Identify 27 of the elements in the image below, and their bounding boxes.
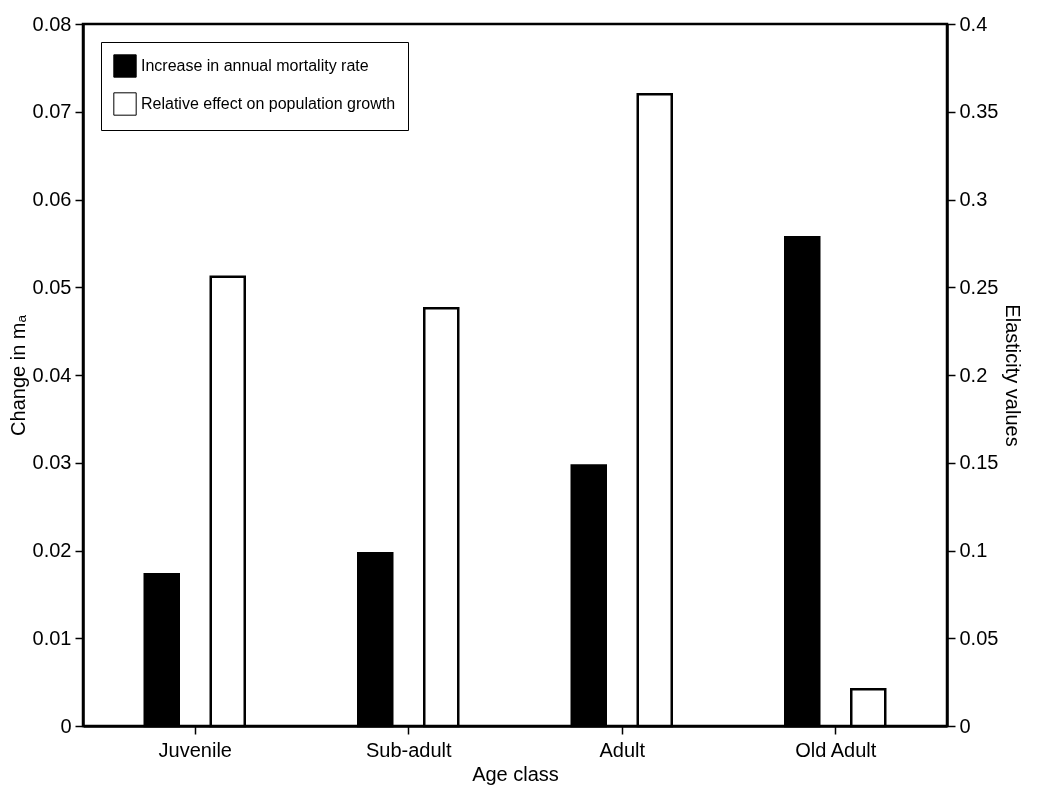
y-tick-label: 0.08 [32, 12, 72, 35]
legend-label: Increase in annual mortality rate [141, 57, 369, 74]
y2-tick-label: 0.15 [959, 451, 999, 474]
y2-tick-label: 0.4 [959, 12, 988, 35]
y2-tick-label: 0.2 [959, 363, 988, 386]
y2-tick-label: 0.35 [959, 100, 999, 123]
y-tick-label: 0.06 [32, 188, 72, 210]
y-tick-label: 0 [60, 714, 72, 737]
y-tick-label: 0.02 [32, 539, 72, 561]
x-tick-label: Old Adult [795, 738, 877, 761]
y2-tick-label: 0.1 [959, 539, 988, 561]
y2-tick-label: 0.25 [959, 275, 999, 298]
y-tick-label: 0.04 [32, 363, 72, 386]
y2-tick-label: 0 [959, 714, 971, 737]
legend-label: Relative effect on population growth [141, 95, 396, 112]
x-tick-label: Sub-adult [365, 738, 452, 761]
y-tick-label: 0.03 [32, 451, 72, 474]
y-tick-label: 0.05 [32, 275, 72, 298]
y-axis-title: Change in mₐ [6, 314, 29, 436]
y-tick-label: 0.01 [32, 626, 72, 649]
y2-tick-label: 0.05 [959, 626, 999, 649]
y2-axis-title: Elasticity values [1002, 304, 1025, 447]
x-tick-label: Adult [599, 738, 646, 761]
y2-tick-label: 0.3 [959, 188, 988, 210]
x-tick-label: Juvenile [158, 738, 232, 761]
y-tick-label: 0.07 [32, 100, 72, 123]
x-axis-title: Age class [472, 762, 559, 785]
